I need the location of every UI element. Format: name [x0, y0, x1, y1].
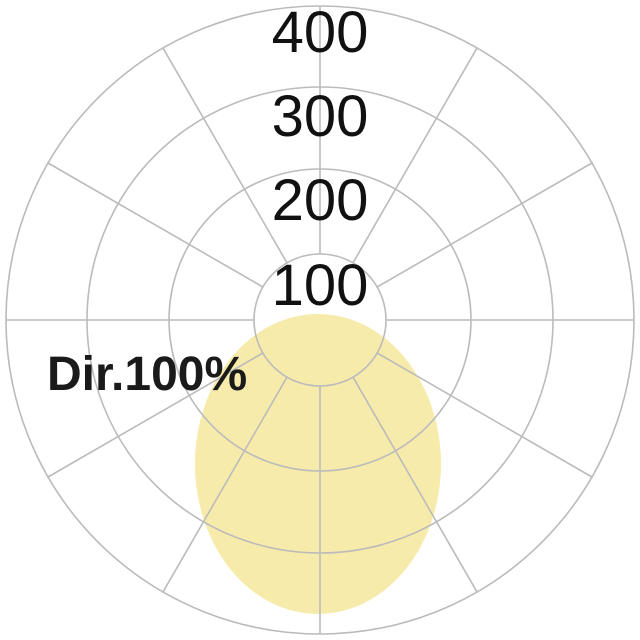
svg-text:Dir.100%: Dir.100%	[47, 348, 247, 401]
svg-text:100: 100	[272, 253, 369, 318]
svg-text:200: 200	[272, 168, 369, 233]
svg-text:300: 300	[272, 84, 369, 149]
svg-text:400: 400	[272, 0, 369, 65]
